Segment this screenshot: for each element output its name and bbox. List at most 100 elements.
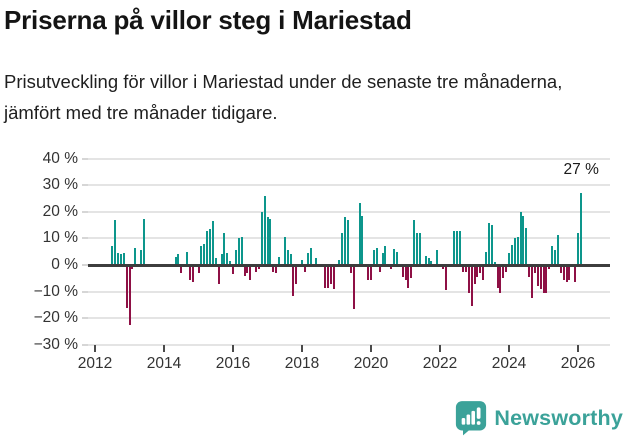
bar — [545, 265, 548, 293]
bar — [579, 193, 582, 265]
bar — [416, 233, 418, 265]
bar — [482, 265, 485, 280]
gridline — [88, 290, 610, 293]
bar — [577, 233, 579, 265]
bar — [303, 265, 306, 272]
bar — [237, 238, 240, 265]
y-tick — [82, 317, 88, 320]
bar — [203, 243, 206, 265]
bar — [418, 233, 421, 265]
bar — [134, 247, 137, 265]
bar — [266, 217, 269, 265]
bar — [554, 250, 556, 265]
bar — [306, 253, 309, 265]
bar — [117, 253, 119, 265]
bar — [324, 265, 326, 288]
bar — [234, 250, 237, 265]
x-tick — [163, 345, 165, 352]
gridline — [88, 157, 610, 160]
bar — [562, 265, 565, 280]
bar — [370, 265, 372, 280]
brand-name: Newsworthy — [494, 405, 623, 430]
gridline — [88, 317, 610, 320]
bar — [565, 265, 568, 283]
y-axis-label: 20 % — [42, 202, 78, 220]
bar — [309, 247, 312, 265]
newsworthy-pin-icon — [455, 400, 487, 436]
x-axis-label: 2012 — [77, 355, 113, 372]
last-value-annotation: 27 % — [563, 161, 599, 178]
bar — [485, 251, 487, 265]
bar — [476, 265, 479, 277]
bar — [413, 219, 416, 265]
bar — [390, 265, 393, 269]
bar — [444, 265, 447, 291]
bar — [393, 249, 395, 265]
y-axis-label: −20 % — [33, 309, 78, 327]
bar — [441, 265, 444, 269]
x-tick — [94, 345, 96, 352]
y-axis-label: 30 % — [42, 176, 78, 194]
bar — [456, 230, 459, 265]
bar — [344, 217, 347, 265]
bar — [551, 246, 554, 265]
bar — [568, 265, 571, 280]
bar — [243, 265, 246, 276]
bar — [220, 254, 223, 265]
bar — [286, 250, 289, 265]
bar — [470, 265, 473, 307]
bar — [122, 253, 125, 265]
bar — [272, 265, 275, 272]
bar — [341, 233, 344, 265]
x-tick — [577, 345, 579, 352]
bar — [453, 230, 456, 265]
bar — [177, 254, 180, 265]
x-axis-label: 2022 — [422, 355, 458, 372]
bar — [301, 259, 303, 265]
bar — [269, 218, 272, 265]
bar — [462, 265, 464, 272]
bar — [430, 261, 433, 265]
bar — [490, 225, 493, 265]
bar — [528, 265, 531, 277]
bar — [289, 254, 292, 265]
bar — [401, 265, 404, 277]
bar — [473, 265, 476, 284]
bar — [519, 211, 522, 265]
bar — [459, 230, 462, 265]
bar — [240, 237, 243, 265]
bar — [229, 261, 232, 265]
bar — [186, 251, 188, 265]
bar — [361, 215, 364, 265]
bar — [197, 265, 200, 273]
bar — [255, 265, 257, 272]
bar — [111, 246, 114, 265]
bar — [119, 254, 122, 265]
y-tick — [82, 264, 88, 266]
bar — [559, 265, 562, 273]
x-tick — [301, 345, 303, 352]
x-tick — [439, 345, 441, 352]
bar — [404, 265, 407, 280]
bar — [223, 233, 226, 265]
bar — [209, 229, 211, 265]
page-title: Priserna på villor steg i Mariestad — [4, 5, 412, 35]
bar — [125, 265, 128, 308]
bar — [375, 247, 378, 265]
bar — [338, 259, 341, 265]
gridline — [88, 210, 610, 213]
bar — [349, 265, 352, 273]
bar — [436, 250, 439, 265]
bar — [381, 253, 384, 265]
bar — [358, 202, 361, 265]
gridline — [88, 237, 610, 240]
bar — [131, 265, 134, 269]
bar — [467, 265, 470, 293]
brand-footer: Newsworthy — [455, 400, 623, 436]
bar — [407, 265, 410, 288]
chart-subtitle: Prisutveckling för villor i Mariestad un… — [4, 71, 563, 123]
x-axis-label: 2024 — [491, 355, 527, 372]
bar — [295, 265, 298, 284]
bar — [114, 219, 117, 265]
